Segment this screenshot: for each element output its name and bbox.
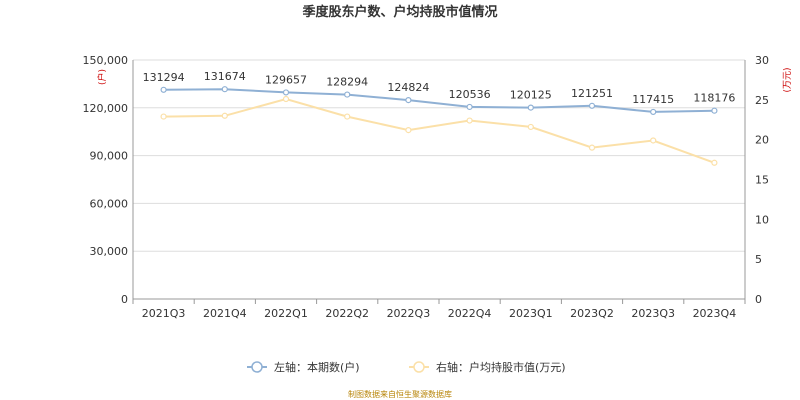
data-point [588, 144, 596, 151]
data-point [405, 127, 412, 134]
data-point [711, 159, 718, 166]
data-label: 128294 [326, 76, 368, 89]
data-point [160, 86, 167, 93]
left-unit-label: (户) [96, 69, 108, 85]
right-tick-label: 20 [755, 134, 769, 147]
data-label: 131294 [143, 71, 185, 84]
legend-marker [413, 361, 425, 373]
data-point [466, 103, 473, 111]
data-label: 124824 [387, 81, 429, 94]
data-point [650, 108, 657, 116]
data-point [160, 113, 167, 120]
left-tick-label: 30,000 [90, 245, 129, 258]
left-tick-label: 0 [121, 293, 128, 306]
data-point [344, 91, 351, 98]
legend-item[interactable]: 右轴：户均持股市值(万元) [409, 360, 566, 374]
data-point [650, 137, 657, 144]
data-point [711, 107, 718, 114]
grid [133, 59, 745, 300]
legend-item[interactable]: 左轴：本期数(户) [247, 360, 360, 374]
x-tick-label: 2023Q4 [693, 307, 737, 320]
x-tick-label: 2022Q4 [448, 307, 492, 320]
data-label: 120536 [449, 88, 491, 101]
data-point [527, 123, 534, 131]
data-point [466, 117, 473, 124]
right-tick-label: 10 [755, 213, 769, 226]
right-tick-label: 30 [755, 54, 769, 67]
right-tick-label: 15 [755, 174, 769, 187]
legend[interactable]: 左轴：本期数(户) 右轴：户均持股市值(万元) [247, 360, 566, 374]
x-tick-label: 2021Q3 [142, 307, 186, 320]
legend-label: 左轴：本期数(户) [274, 360, 360, 374]
right-tick-label: 25 [755, 94, 769, 107]
data-label: 118176 [693, 92, 735, 105]
legend-label: 右轴：户均持股市值(万元) [436, 360, 566, 374]
right-unit-label: (万元) [783, 67, 793, 92]
x-tick-label: 2022Q1 [264, 307, 308, 320]
source-note: 制图数据来自恒生聚源数据库 [348, 389, 452, 399]
data-labels: 131294 131674 129657 128294 124824 120536 1201… [143, 70, 736, 106]
data-label: 121251 [571, 87, 613, 100]
chart-title: 季度股东户数、户均持股市值情况 [301, 4, 497, 20]
x-tick-label: 2022Q2 [325, 307, 369, 320]
data-label: 120125 [510, 89, 552, 102]
data-point [344, 113, 351, 120]
data-point [282, 95, 290, 103]
right-tick-label: 5 [755, 253, 762, 266]
data-point [282, 89, 290, 96]
left-tick-label: 150,000 [83, 54, 129, 67]
data-point [221, 112, 228, 119]
data-label: 131674 [204, 70, 246, 83]
right-tick-label: 0 [755, 293, 762, 306]
axes: 0 30,000 60,000 90,000 120,000 150,000 0 5 10 15 2… [83, 54, 794, 320]
x-tick-label: 2023Q1 [509, 307, 553, 320]
series-line [163, 88, 715, 113]
x-tick-label: 2023Q3 [631, 307, 675, 320]
left-tick-label: 60,000 [90, 197, 129, 210]
data-point [405, 97, 412, 104]
x-tick-label: 2023Q2 [570, 307, 614, 320]
series-line [163, 97, 715, 164]
x-tick-label: 2021Q4 [203, 307, 247, 320]
left-tick-label: 120,000 [83, 102, 129, 115]
data-point [221, 86, 228, 93]
series [160, 86, 718, 166]
data-point [588, 102, 596, 109]
data-label: 129657 [265, 73, 307, 86]
data-point [527, 104, 534, 111]
left-tick-label: 90,000 [90, 150, 129, 163]
legend-marker [251, 361, 263, 373]
x-tick-label: 2022Q3 [387, 307, 431, 320]
data-label: 117415 [632, 93, 674, 106]
